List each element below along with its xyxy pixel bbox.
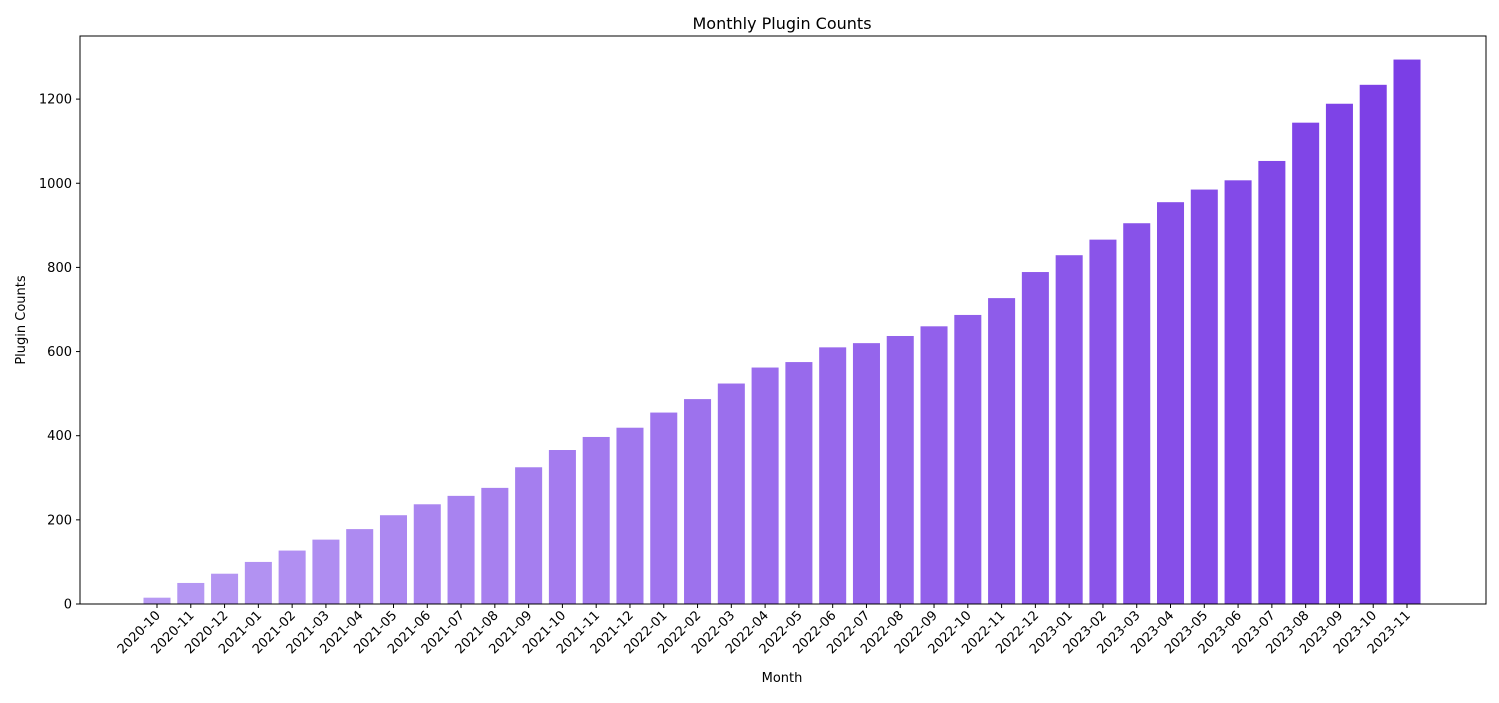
bar-2022-08 [886, 335, 914, 604]
bar-2021-01 [244, 561, 272, 604]
bar-2020-12 [211, 573, 239, 604]
bar-2021-12 [616, 427, 644, 604]
y-tick-label: 0 [64, 598, 72, 613]
bar-2021-11 [582, 436, 610, 604]
bar-2021-03 [312, 539, 340, 604]
x-axis-label: Month [762, 671, 803, 686]
bar-2022-12 [1021, 272, 1049, 604]
bar-2023-08 [1292, 122, 1320, 605]
bar-2023-09 [1325, 103, 1353, 605]
bar-2023-04 [1157, 202, 1185, 604]
x-axis: 2020-102020-112020-122021-012021-022021-… [115, 604, 1414, 657]
chart-title: Monthly Plugin Counts [692, 14, 871, 33]
bar-2022-01 [650, 412, 678, 604]
bar-2022-03 [717, 383, 745, 604]
bar-2022-09 [920, 326, 948, 604]
y-tick-label: 600 [47, 345, 72, 360]
bar-2020-10 [143, 597, 171, 604]
y-tick-label: 1000 [39, 177, 72, 192]
bar-2021-09 [515, 467, 543, 604]
bar-2021-05 [379, 515, 407, 604]
bar-2023-11 [1393, 59, 1421, 605]
bar-2022-11 [988, 298, 1016, 604]
bar-2021-06 [413, 504, 441, 604]
bar-2021-02 [278, 550, 306, 604]
bar-2021-07 [447, 495, 475, 604]
plot-frame [79, 35, 1487, 605]
bar-2022-07 [852, 343, 880, 604]
y-tick-label: 400 [47, 429, 72, 444]
bar-2021-08 [481, 487, 509, 604]
bar-2023-03 [1123, 223, 1151, 605]
bar-2021-04 [346, 529, 374, 604]
bar-2022-04 [751, 367, 779, 604]
bar-2022-06 [819, 347, 847, 604]
bar-2023-10 [1359, 84, 1387, 604]
bar-2023-07 [1258, 160, 1286, 604]
bar-2021-10 [548, 450, 576, 604]
y-tick-label: 800 [47, 261, 72, 276]
y-tick-label: 200 [47, 513, 72, 528]
bar-2022-02 [684, 399, 712, 604]
bar-2022-10 [954, 314, 982, 604]
y-axis-label: Plugin Counts [14, 275, 29, 365]
bar-2023-02 [1089, 239, 1117, 604]
bar-2023-05 [1190, 189, 1218, 604]
bars-layer [143, 59, 1421, 605]
y-axis: 0 200 400 600 800 1000 1200 [39, 93, 80, 613]
bar-2020-11 [177, 582, 205, 604]
y-tick-label: 1200 [39, 93, 72, 108]
bar-2023-01 [1055, 255, 1083, 604]
bar-2023-06 [1224, 180, 1252, 604]
bar-2022-05 [785, 362, 813, 604]
